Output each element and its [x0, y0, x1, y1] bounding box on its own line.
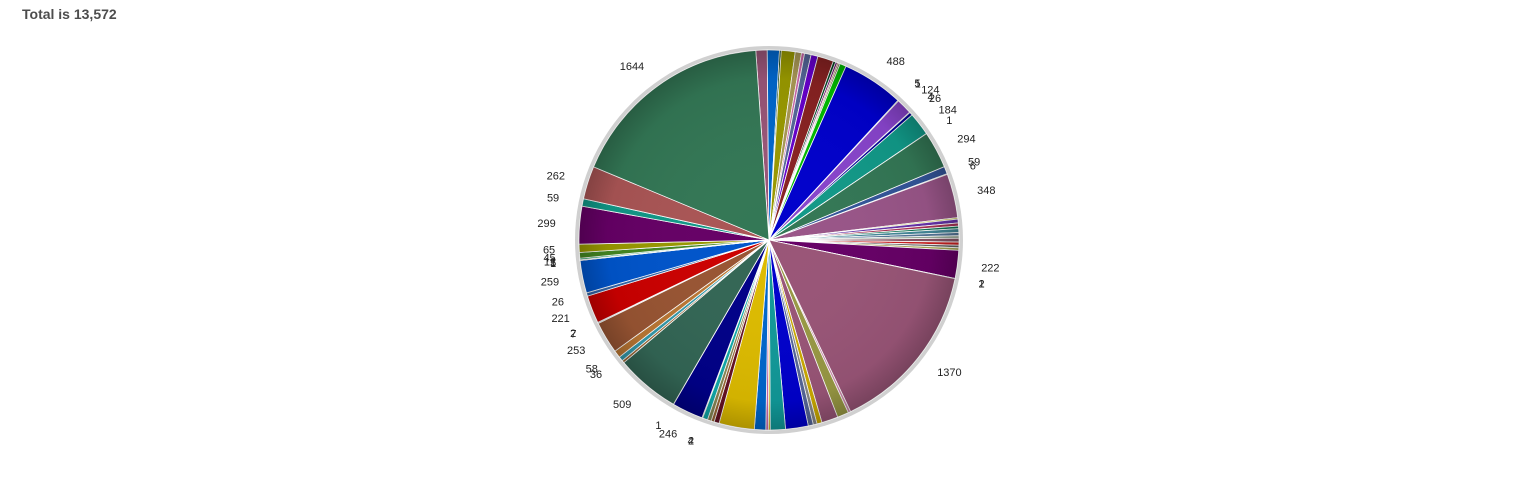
slice-label: 1370	[937, 367, 961, 379]
slice-label: 45	[543, 252, 555, 264]
slice-label: 1	[655, 420, 661, 432]
slice-label: 348	[977, 185, 995, 197]
slice-label: 59	[968, 156, 980, 168]
slice-label: 221	[551, 313, 569, 325]
slice-label: 26	[552, 296, 564, 308]
slice-label: 4	[928, 91, 934, 103]
slice-label: 5	[914, 78, 920, 90]
slice-label: 5	[550, 258, 556, 270]
slice-label: 2	[688, 436, 694, 448]
slice-label: 26	[929, 93, 941, 105]
slice-label: 65	[543, 244, 555, 256]
slice-label: 222	[981, 263, 999, 275]
pie-labels: 4885112442618412945963482221213702424615…	[537, 56, 999, 447]
slice-label: 7	[570, 329, 576, 341]
slice-label: 58	[586, 364, 598, 376]
slice-label: 299	[537, 218, 555, 230]
slice-label: 1644	[620, 61, 644, 73]
slice-label: 253	[567, 345, 585, 357]
slice-label: 4	[688, 435, 694, 447]
chart-title: Total is 13,572	[22, 6, 117, 22]
slice-label: 59	[547, 193, 559, 205]
slice-label: 488	[887, 56, 905, 68]
slice-label: 1	[946, 115, 952, 127]
slice-label: 509	[613, 399, 631, 411]
slice-label: 259	[541, 277, 559, 289]
slice-label: 12	[544, 256, 556, 268]
slice-label: 294	[957, 133, 975, 145]
slice-label: 124	[921, 85, 939, 97]
slice-label: 36	[590, 369, 602, 381]
slice-label: 6	[970, 161, 976, 173]
slice-label: 246	[659, 428, 677, 440]
pie-slices	[578, 49, 960, 431]
slice-label: 1	[915, 78, 921, 90]
slice-label: 2	[570, 328, 576, 340]
slice-label: 2	[979, 279, 985, 291]
slice-label: 1	[979, 278, 985, 290]
slice-label: 184	[939, 104, 957, 116]
slice-label: 1	[550, 258, 556, 270]
slice-label: 262	[547, 170, 565, 182]
